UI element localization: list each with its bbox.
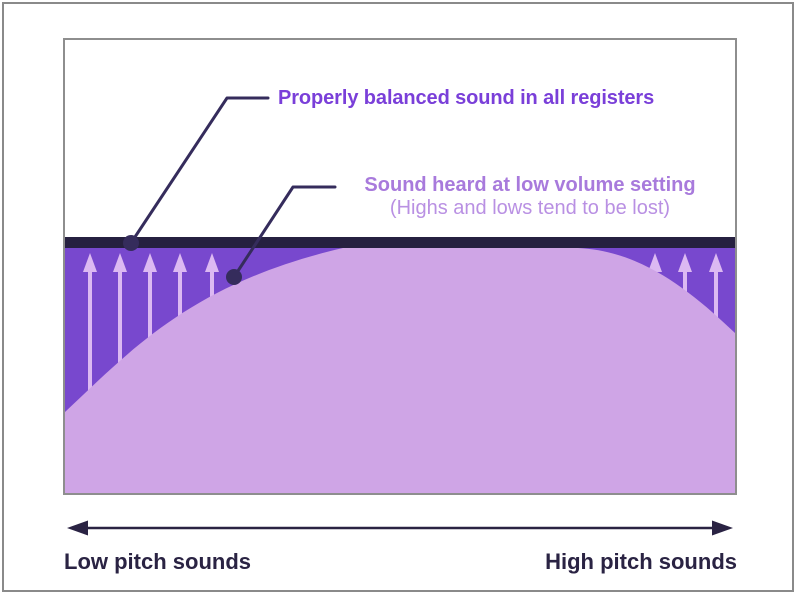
callout-line — [129, 96, 270, 245]
balanced-sound-label: Properly balanced sound in all registers — [278, 87, 655, 109]
plot-box-border — [63, 38, 737, 495]
low-volume-dome — [65, 248, 735, 493]
high-pitch-label: High pitch sounds — [545, 549, 737, 574]
pitch-axis — [67, 520, 733, 536]
callout-dot — [226, 269, 242, 285]
low-volume-label: Sound heard at low volume setting (Highs… — [364, 174, 695, 220]
callout-dot — [123, 235, 139, 251]
arrow-right-icon — [712, 520, 733, 536]
low-pitch-label: Low pitch sounds — [64, 549, 251, 574]
callout-line — [232, 185, 337, 279]
low-volume-label-sub: (Highs and lows tend to be lost) — [389, 197, 671, 219]
arrow-left-icon — [67, 520, 88, 536]
sound-plot-box — [63, 38, 737, 495]
callout-balanced — [123, 96, 270, 251]
balanced-sound-line — [65, 237, 735, 248]
callout-low-volume — [226, 185, 337, 285]
low-volume-label-main: Sound heard at low volume setting — [364, 174, 696, 196]
up-arrow-icon — [83, 253, 97, 493]
